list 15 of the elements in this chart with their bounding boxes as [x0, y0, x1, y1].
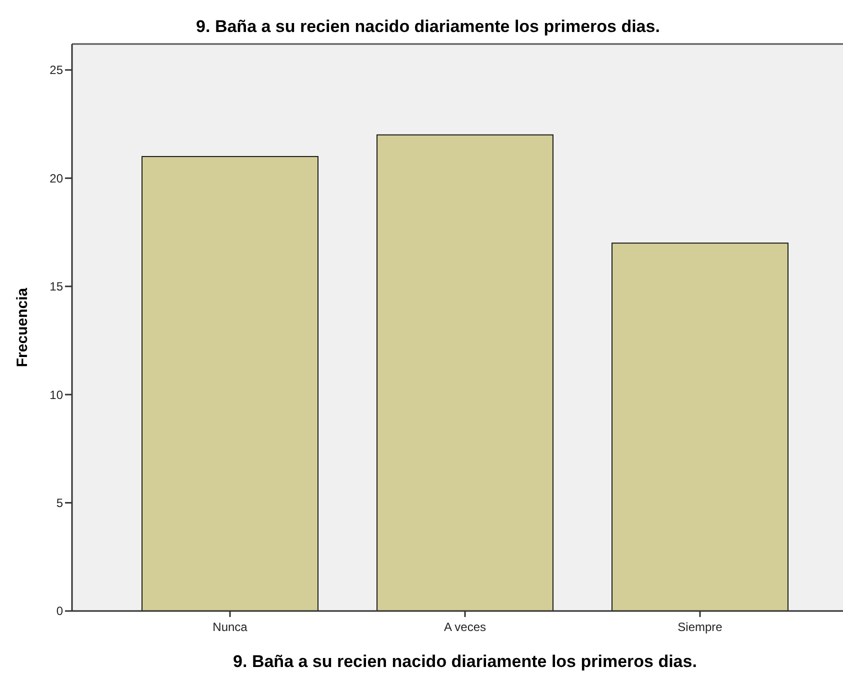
bar	[142, 156, 318, 612]
x-tick-label: Siempre	[678, 620, 723, 634]
y-tick-label: 25	[50, 63, 64, 78]
y-tick-label: 5	[56, 496, 64, 510]
y-tick-label: 20	[50, 171, 64, 186]
y-tick-label: 0	[56, 604, 64, 618]
y-tick-label: 10	[50, 388, 64, 402]
x-axis-title: 9. Baña a su recien nacido diariamente los primeros dias.	[233, 652, 697, 671]
bar	[612, 242, 788, 612]
y-tick-label: 15	[50, 280, 64, 294]
x-tick-label: A veces	[444, 620, 486, 634]
x-tick-label: Nunca	[212, 620, 248, 634]
y-axis-title: Frecuencia	[14, 287, 31, 368]
bar	[376, 134, 554, 612]
chart-title: 9. Baña a su recien nacido diariamente los primeros dias.	[196, 17, 660, 36]
